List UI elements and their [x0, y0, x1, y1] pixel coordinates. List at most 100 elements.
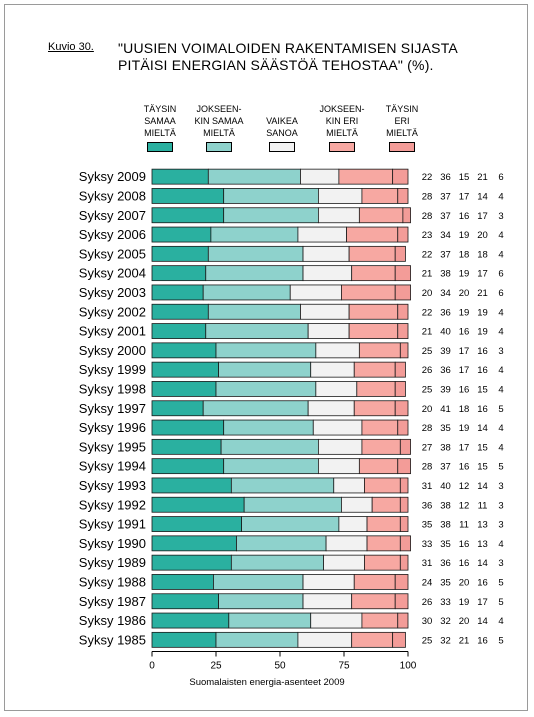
category-label: Syksy 2009 — [79, 169, 146, 184]
legend-item-jokseenkin-eri: JOKSEEN- KIN ERI MIELTÄ — [310, 99, 374, 152]
bar-segment — [230, 554, 324, 571]
bar-segment — [317, 207, 360, 224]
bar-segment — [341, 284, 396, 301]
data-label: 6 — [498, 172, 503, 183]
bar-segment — [220, 438, 319, 455]
bar-segment — [202, 284, 291, 301]
data-label: 5 — [498, 404, 503, 415]
data-label: 32 — [440, 616, 451, 627]
data-label: 3 — [498, 346, 503, 357]
data-label: 5 — [498, 597, 503, 608]
data-label: 14 — [477, 558, 488, 569]
bar-segment — [151, 207, 225, 224]
legend-swatch — [147, 142, 173, 152]
data-label: 20 — [422, 404, 433, 415]
bar-segment — [215, 342, 317, 359]
data-label: 22 — [422, 307, 433, 318]
bar-segment — [317, 438, 363, 455]
bar-segment — [223, 419, 314, 436]
chart-title: "UUSIEN VOIMALOIDEN RAKENTAMISEN SIJASTA… — [118, 40, 498, 74]
category-label: Syksy 2003 — [79, 285, 146, 300]
x-tick-label: 25 — [210, 661, 222, 672]
bar-segment — [151, 323, 207, 339]
category-label: Syksy 2004 — [79, 266, 146, 281]
data-label: 36 — [440, 365, 451, 376]
bar-segment — [207, 245, 304, 262]
bar-segment — [151, 554, 232, 571]
data-label: 17 — [477, 211, 488, 222]
bar-segment — [151, 496, 245, 513]
category-label: Syksy 2000 — [79, 343, 146, 358]
data-label: 37 — [440, 191, 451, 202]
data-label: 30 — [422, 616, 433, 627]
data-label: 14 — [477, 191, 488, 202]
data-label: 4 — [498, 230, 503, 241]
data-label: 16 — [477, 577, 488, 588]
data-label: 15 — [477, 462, 488, 473]
bar-segment — [315, 381, 358, 397]
bar-segment — [346, 226, 399, 243]
bar-segment — [392, 631, 406, 648]
data-label: 15 — [459, 172, 470, 183]
bar-segment — [202, 400, 309, 417]
category-label: Syksy 1999 — [79, 362, 146, 377]
bar-segment — [151, 381, 217, 397]
bar-segment — [302, 265, 353, 282]
data-label: 4 — [498, 442, 503, 453]
data-label: 3 — [498, 211, 503, 222]
bar-segment — [394, 400, 409, 417]
chart-title-line-1: "UUSIEN VOIMALOIDEN RAKENTAMISEN SIJASTA — [118, 40, 458, 56]
data-label: 16 — [459, 327, 470, 338]
bar-segment — [338, 168, 394, 185]
bar-segment — [317, 458, 360, 475]
category-label: Syksy 2006 — [79, 227, 146, 242]
bar-segment — [394, 245, 406, 262]
data-label: 21 — [477, 288, 488, 299]
category-label: Syksy 1986 — [79, 613, 146, 628]
data-label: 20 — [477, 230, 488, 241]
data-label: 24 — [422, 577, 433, 588]
bar-segment — [207, 168, 301, 185]
bar-segment — [353, 361, 396, 378]
bar-segment — [151, 284, 204, 301]
bar-segment — [353, 574, 396, 590]
bar-segment — [371, 496, 401, 513]
bar-segment — [397, 188, 409, 204]
x-tick-label: 75 — [338, 661, 350, 672]
bar-segment — [397, 303, 409, 320]
bar-segment — [228, 612, 312, 629]
bar-segment — [302, 593, 353, 610]
bar-segment — [241, 516, 340, 532]
legend-swatch — [269, 142, 295, 152]
data-label: 19 — [459, 423, 470, 434]
bar-segment — [315, 342, 360, 359]
bar-segment — [151, 631, 217, 648]
bar-segment — [307, 400, 355, 417]
data-label: 19 — [459, 230, 470, 241]
data-label: 16 — [459, 558, 470, 569]
data-label: 36 — [440, 172, 451, 183]
bar-segment — [151, 245, 209, 262]
bar-segment — [394, 284, 411, 301]
data-label: 11 — [478, 500, 488, 511]
data-label: 4 — [498, 249, 503, 260]
bar-segment — [151, 419, 225, 436]
legend-item-jokseenkin-samaa: JOKSEEN- KIN SAMAA MIELTÄ — [187, 99, 251, 152]
bar-segment — [348, 245, 396, 262]
data-label: 17 — [459, 191, 470, 202]
data-label: 28 — [422, 423, 433, 434]
data-label: 41 — [440, 404, 451, 415]
data-label: 17 — [459, 365, 470, 376]
data-label: 35 — [440, 577, 451, 588]
data-label: 38 — [440, 269, 451, 280]
bar-segment — [338, 516, 368, 532]
bar-segment — [151, 477, 232, 494]
data-label: 16 — [459, 462, 470, 473]
data-label: 16 — [459, 539, 470, 550]
bar-segment — [397, 612, 409, 629]
data-label: 25 — [422, 635, 433, 646]
data-label: 14 — [477, 481, 488, 492]
data-label: 40 — [440, 327, 451, 338]
bar-segment — [151, 342, 217, 359]
bar-segment — [151, 438, 222, 455]
